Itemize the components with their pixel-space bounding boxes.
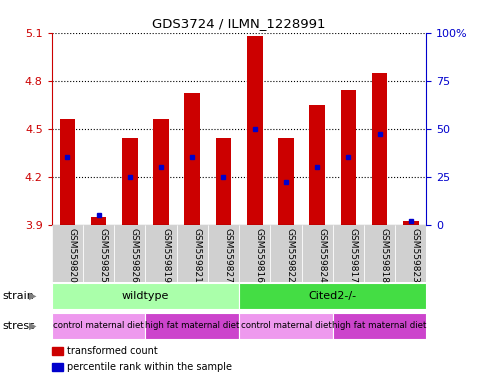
Text: GSM559824: GSM559824 [317,227,326,282]
Bar [341,90,356,225]
Text: stress: stress [2,321,35,331]
Bar [52,313,145,339]
Bar [91,217,106,225]
Bar [83,225,114,282]
Bar [216,138,231,225]
Bar [153,119,169,225]
Text: GSM559821: GSM559821 [192,227,201,282]
Bar [278,138,294,225]
Text: GSM559826: GSM559826 [130,227,139,282]
Text: wildtype: wildtype [122,291,169,301]
Bar [372,73,387,225]
Bar [60,119,75,225]
Bar [52,225,83,282]
Bar [184,93,200,225]
Title: GDS3724 / ILMN_1228991: GDS3724 / ILMN_1228991 [152,17,326,30]
Text: high fat maternal diet: high fat maternal diet [332,321,427,330]
Bar [239,283,426,309]
Bar [176,225,208,282]
Text: GSM559817: GSM559817 [349,227,357,283]
Bar [395,225,426,282]
Text: GSM559827: GSM559827 [223,227,233,282]
Bar [145,225,176,282]
Text: GSM559822: GSM559822 [286,227,295,282]
Bar [310,104,325,225]
Bar [247,36,262,225]
Text: percentile rank within the sample: percentile rank within the sample [67,362,232,372]
Bar [114,225,145,282]
Text: strain: strain [2,291,35,301]
Bar [270,225,302,282]
Text: GSM559825: GSM559825 [99,227,107,282]
Text: GSM559816: GSM559816 [255,227,264,283]
Bar [302,225,333,282]
Bar [239,225,270,282]
Bar [403,222,419,225]
Bar [145,313,239,339]
Bar [52,283,239,309]
Text: GSM559818: GSM559818 [380,227,388,283]
Text: transformed count: transformed count [67,346,157,356]
Text: Cited2-/-: Cited2-/- [309,291,357,301]
Text: high fat maternal diet: high fat maternal diet [145,321,240,330]
Bar [364,225,395,282]
Text: GSM559823: GSM559823 [411,227,420,282]
Text: GSM559820: GSM559820 [68,227,76,282]
Bar [239,313,333,339]
Text: control maternal diet: control maternal diet [53,321,144,330]
Text: ▶: ▶ [29,291,36,301]
Text: control maternal diet: control maternal diet [241,321,331,330]
Bar [208,225,239,282]
Bar [333,313,426,339]
Text: GSM559819: GSM559819 [161,227,170,283]
Text: ▶: ▶ [29,321,36,331]
Bar [122,138,138,225]
Bar [333,225,364,282]
